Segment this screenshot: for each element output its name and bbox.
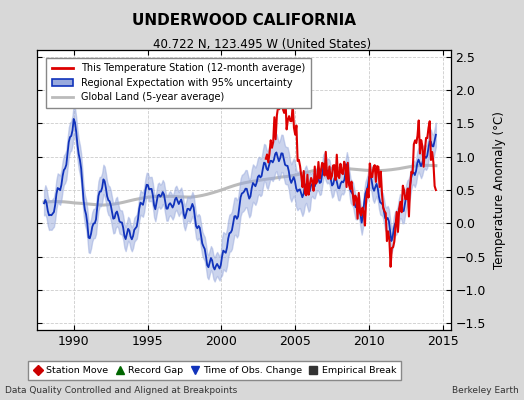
Text: 40.722 N, 123.495 W (United States): 40.722 N, 123.495 W (United States) — [153, 38, 371, 51]
Y-axis label: Temperature Anomaly (°C): Temperature Anomaly (°C) — [493, 111, 506, 269]
Text: Data Quality Controlled and Aligned at Breakpoints: Data Quality Controlled and Aligned at B… — [5, 386, 237, 395]
Text: Berkeley Earth: Berkeley Earth — [452, 386, 519, 395]
Legend: Station Move, Record Gap, Time of Obs. Change, Empirical Break: Station Move, Record Gap, Time of Obs. C… — [28, 362, 401, 380]
Title: UNDERWOOD CALIFORNIA: UNDERWOOD CALIFORNIA — [132, 13, 356, 28]
